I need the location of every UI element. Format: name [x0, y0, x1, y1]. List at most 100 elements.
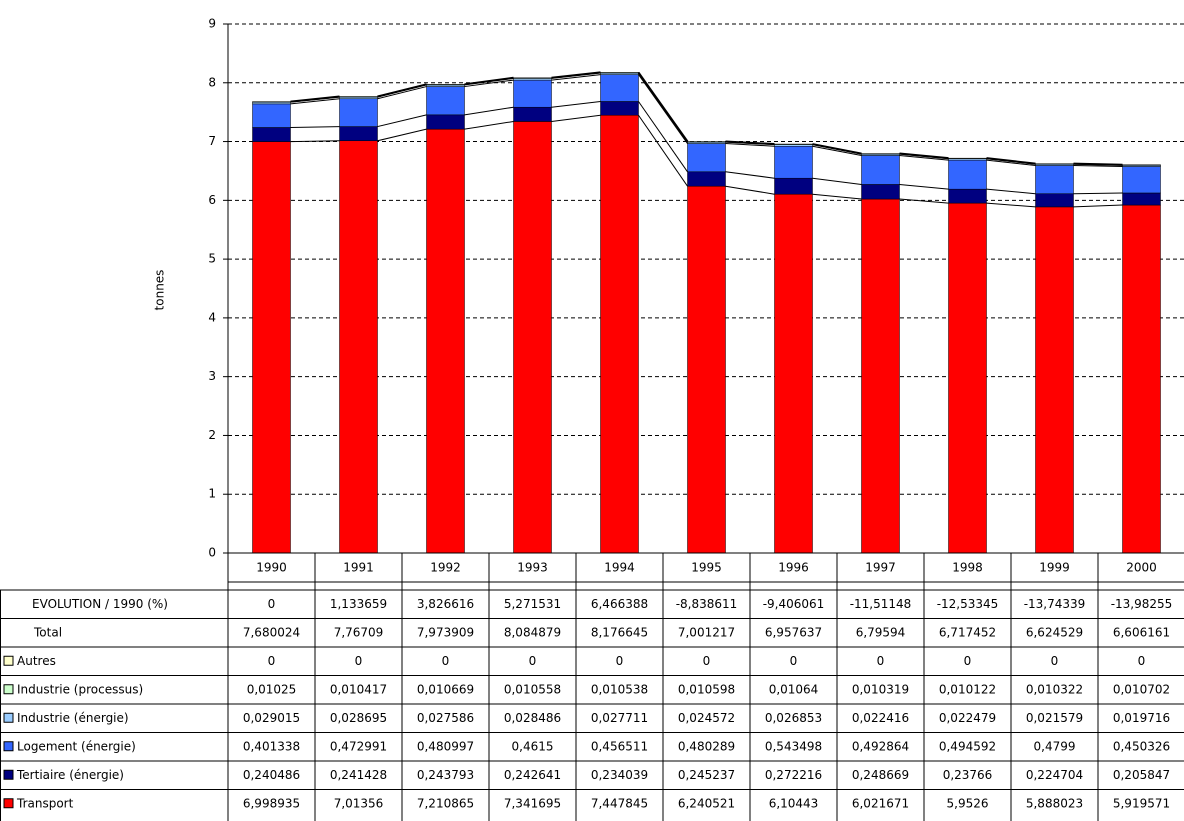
table-cell: 0,022479 — [939, 711, 996, 725]
bar-segment — [513, 106, 552, 122]
y-tick-label: 0 — [208, 546, 216, 560]
bar-segment — [774, 193, 813, 554]
x-tick-label: 1995 — [691, 561, 722, 575]
table-cell: 5,9526 — [947, 796, 989, 810]
table-cell: 0,245237 — [678, 768, 735, 782]
y-tick-label: 3 — [208, 369, 216, 383]
table-cell: 7,680024 — [243, 625, 300, 639]
bar-segment — [339, 96, 378, 100]
table-cell: 0,248669 — [852, 768, 909, 782]
table-cell: 0 — [616, 654, 624, 668]
bar-segment — [426, 84, 465, 86]
y-axis-label: tonnes — [153, 270, 167, 311]
table-cell: 7,001217 — [678, 625, 735, 639]
table-cell: 0 — [355, 654, 363, 668]
table-cell: 3,826616 — [417, 597, 474, 611]
table-cell: 7,447845 — [591, 796, 648, 810]
y-tick-label: 5 — [208, 252, 216, 266]
table-cell: 0,480289 — [678, 739, 735, 753]
table-cell: 0,028486 — [504, 711, 561, 725]
bar-segment — [600, 114, 639, 554]
x-tick-label: 1994 — [604, 561, 635, 575]
bar-segment — [948, 188, 987, 204]
legend-swatch — [3, 769, 14, 780]
series-line — [812, 193, 862, 200]
bar-segment — [600, 72, 639, 74]
table-cell: -13,98255 — [1111, 597, 1173, 611]
bar-segment — [339, 98, 378, 127]
bar-segment — [600, 74, 639, 102]
table-cell: 0,543498 — [765, 739, 822, 753]
table-cell: -11,51148 — [850, 597, 912, 611]
table-cell: 0,492864 — [852, 739, 909, 753]
series-line — [290, 95, 340, 103]
series-line — [638, 74, 688, 144]
bar-segment — [252, 127, 291, 142]
table-cell: 0,23766 — [943, 768, 993, 782]
series-line — [290, 126, 340, 128]
table-cell: 0,027586 — [417, 711, 474, 725]
table-cell: 6,957637 — [765, 625, 822, 639]
series-line — [1073, 162, 1123, 166]
table-cell: 0 — [1138, 654, 1146, 668]
series-line — [464, 76, 514, 86]
legend-swatch — [3, 741, 14, 752]
legend-swatch — [3, 655, 14, 666]
legend-label: Autres — [17, 654, 56, 668]
legend-swatch — [3, 798, 14, 809]
series-line — [377, 128, 427, 142]
y-tick-label: 1 — [208, 487, 216, 501]
table-cell: 0,205847 — [1113, 768, 1170, 782]
table-cell: 0,241428 — [330, 768, 387, 782]
bar-segment — [1122, 204, 1161, 554]
series-line — [551, 114, 601, 122]
series-line — [464, 106, 514, 116]
row-label: EVOLUTION / 1990 (%) — [32, 597, 168, 611]
series-line — [725, 143, 775, 147]
x-tick-label: 1997 — [865, 561, 896, 575]
series-line — [812, 177, 862, 185]
table-cell: 0 — [442, 654, 450, 668]
bar-segment — [687, 141, 726, 143]
series-line — [464, 79, 514, 88]
bar-segment — [1035, 163, 1074, 165]
table-cell: 0 — [877, 654, 885, 668]
series-line — [986, 159, 1036, 166]
legend-label: Industrie (énergie) — [17, 711, 129, 725]
x-tick-label: 1993 — [517, 561, 548, 575]
table-cell: 6,79594 — [856, 625, 906, 639]
series-line — [1073, 165, 1123, 167]
bar-segment — [1035, 206, 1074, 554]
table-cell: 5,919571 — [1113, 796, 1170, 810]
table-cell: 7,210865 — [417, 796, 474, 810]
series-line — [986, 157, 1036, 165]
table-cell: 6,240521 — [678, 796, 735, 810]
table-cell: 0,4799 — [1034, 739, 1076, 753]
series-line — [290, 140, 340, 143]
bar-segment — [426, 128, 465, 554]
table-cell: 7,341695 — [504, 796, 561, 810]
x-tick-label: 1990 — [256, 561, 287, 575]
bar-segment — [1122, 192, 1161, 206]
table-cell: 0,010122 — [939, 682, 996, 696]
table-cell: 0 — [1051, 654, 1059, 668]
table-cell: 0,01025 — [247, 682, 297, 696]
table-cell: 5,888023 — [1026, 796, 1083, 810]
table-cell: 6,466388 — [591, 597, 648, 611]
series-line — [986, 202, 1036, 208]
bar-segment — [1035, 193, 1074, 208]
bar-segment — [1122, 164, 1161, 166]
table-cell: 0,021579 — [1026, 711, 1083, 725]
y-tick-label: 8 — [208, 75, 216, 89]
table-cell: 0,01064 — [769, 682, 819, 696]
series-line — [551, 74, 601, 81]
table-cell: 7,76709 — [334, 625, 384, 639]
legend-swatch — [3, 684, 14, 695]
series-line — [551, 100, 601, 108]
x-tick-label: 1999 — [1039, 561, 1070, 575]
series-line — [812, 145, 862, 156]
table-cell: 7,01356 — [334, 796, 384, 810]
table-cell: 0,028695 — [330, 711, 387, 725]
table-cell: 8,084879 — [504, 625, 561, 639]
bar-segment — [600, 101, 639, 116]
